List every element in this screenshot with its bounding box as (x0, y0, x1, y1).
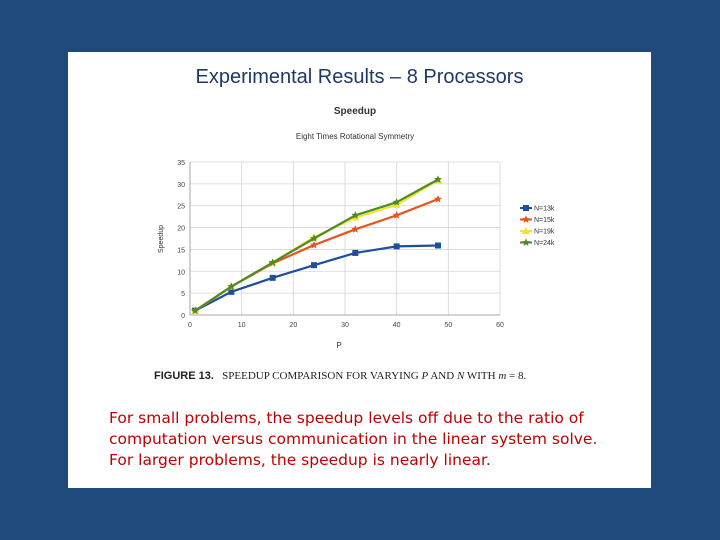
data-point-n-24k (434, 175, 442, 183)
y-tick-label: 0 (181, 313, 185, 320)
data-point-n-24k (392, 198, 401, 206)
data-point-n-24k (268, 258, 277, 266)
x-axis-label: P (336, 341, 341, 350)
chart-subtitle: Eight Times Rotational Symmetry (296, 132, 414, 141)
legend-label: N=15k (534, 217, 555, 224)
data-point-n-13k (352, 249, 359, 256)
series-n-13k (192, 242, 441, 314)
data-point-n-24k (351, 211, 360, 219)
data-point-n-13k (269, 274, 276, 281)
series-n-24k (191, 175, 442, 315)
legend-marker (522, 215, 530, 223)
data-point-n-15k (434, 194, 442, 203)
figure-label: FIGURE 13. (154, 370, 214, 382)
y-tick-label: 35 (177, 160, 185, 167)
legend-item-n-15k: N=15k (520, 215, 555, 224)
slide-description: For small problems, the speedup levels o… (109, 408, 639, 471)
description-line: computation versus communication in the … (109, 430, 598, 448)
legend-marker (522, 227, 530, 234)
x-tick-label: 50 (444, 322, 452, 329)
data-point-n-15k (310, 240, 318, 249)
data-point-n-13k (393, 243, 400, 250)
x-tick-label: 40 (393, 322, 401, 329)
y-tick-label: 15 (177, 247, 185, 254)
legend-marker (522, 238, 530, 246)
caption-text-1: SPEEDUP COMPARISON FOR VARYING (222, 370, 419, 382)
description-line: For small problems, the speedup levels o… (109, 409, 584, 427)
y-tick-label: 5 (181, 291, 185, 298)
data-point-n-13k (435, 242, 441, 249)
x-tick-label: 10 (238, 322, 246, 329)
legend-item-n-13k: N=13k (520, 205, 555, 213)
legend-item-n-19k: N=19k (520, 227, 555, 236)
y-tick-label: 25 (177, 204, 185, 211)
chart-axes: 0 5 10 15 20 25 30 35 0 10 20 30 40 50 60 (177, 160, 504, 329)
series-line-n-13k (194, 244, 439, 312)
series-n-15k (191, 194, 442, 315)
caption-var-n: N (456, 370, 465, 382)
description-line: For larger problems, the speedup is near… (109, 451, 491, 469)
legend-marker (523, 205, 529, 211)
figure-caption: FIGURE 13. SPEEDUP COMPARISON FOR VARYIN… (154, 370, 526, 382)
data-point-n-15k (351, 225, 360, 233)
data-point-n-15k (392, 211, 401, 219)
x-tick-label: 30 (341, 322, 349, 329)
chart-title: Speedup (334, 106, 376, 117)
data-point-n-24k (310, 234, 318, 242)
legend-label: N=19k (534, 229, 555, 236)
caption-text-and: AND (430, 370, 455, 382)
legend-label: N=13k (534, 206, 555, 213)
slide: Experimental Results – 8 Processors Spee… (68, 52, 651, 488)
chart-series (191, 175, 442, 315)
legend-item-n-24k: N=24k (520, 238, 555, 247)
x-tick-label: 60 (496, 322, 504, 329)
y-tick-label: 10 (177, 269, 185, 276)
x-tick-label: 20 (289, 322, 297, 329)
caption-var-p: P (421, 370, 429, 382)
data-point-n-13k (311, 262, 317, 269)
caption-text-with: WITH (466, 370, 496, 382)
y-tick-label: 30 (177, 182, 185, 189)
y-tick-label: 20 (177, 226, 185, 233)
data-point-n-24k (191, 306, 200, 315)
slide-title: Experimental Results – 8 Processors (195, 66, 524, 88)
chart-grid (189, 161, 501, 316)
x-tick-label: 0 (188, 322, 192, 329)
speedup-chart: Speedup Eight Times Rotational Symmetry … (158, 106, 555, 350)
legend-label: N=24k (534, 240, 555, 247)
caption-equals: = 8. (509, 370, 527, 382)
data-point-n-13k (228, 288, 235, 295)
caption-math: m (498, 370, 507, 382)
data-point-n-24k (227, 282, 236, 290)
y-axis-label: Speedup (158, 225, 165, 253)
chart-legend: N=13k N=15k N=19k N=24k (520, 205, 555, 247)
data-point-n-19k (392, 200, 401, 208)
